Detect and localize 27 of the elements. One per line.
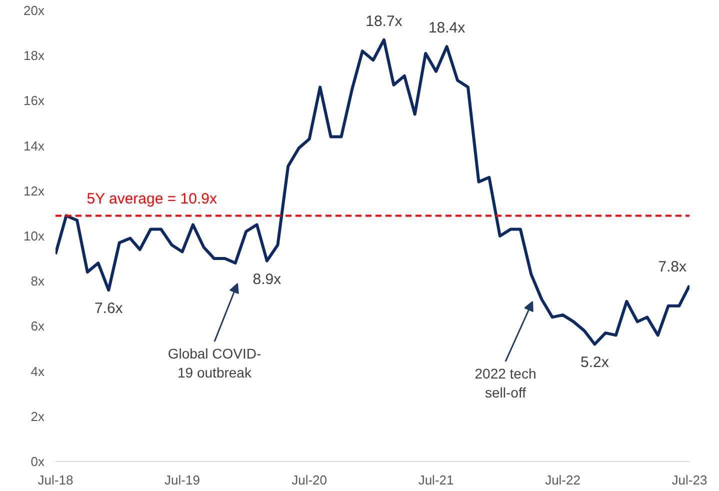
annotation: 2022 tech sell-off (474, 366, 536, 401)
x-tick-label: Jul-18 (38, 472, 74, 488)
x-tick-label: Jul-20 (292, 472, 328, 488)
y-tick-label: 16x (24, 93, 45, 108)
y-tick-label: 0x (30, 454, 45, 469)
y-tick-label: 14x (24, 138, 45, 154)
annotation: 18.4x (428, 20, 466, 37)
y-tick-label: 10x (24, 228, 45, 244)
y-tick-label: 2x (30, 408, 45, 424)
x-tick-label: Jul-19 (164, 472, 200, 488)
y-tick-label: 18x (24, 48, 45, 64)
y-tick-label: 20x (24, 3, 45, 18)
annotation: 7.8x (658, 258, 687, 276)
y-tick-label: 12x (24, 183, 45, 198)
ref-line-label: 5Y average = 10.9x (86, 190, 218, 208)
annotation: Global COVID- 19 outbreak (168, 346, 262, 381)
y-tick-label: 8x (30, 274, 45, 289)
x-tick-label: Jul-22 (545, 472, 580, 488)
annotation: 7.6x (94, 300, 124, 318)
x-tick-label: Jul-23 (672, 472, 708, 488)
line-series (56, 38, 690, 346)
annotation: 18.7x (366, 12, 403, 30)
x-tick-label: Jul-21 (418, 472, 454, 488)
y-tick-label: 6x (30, 318, 45, 334)
annotation: 5.2x (580, 354, 610, 372)
annotation: 8.9x (252, 270, 282, 288)
y-tick-label: 4x (30, 364, 45, 379)
